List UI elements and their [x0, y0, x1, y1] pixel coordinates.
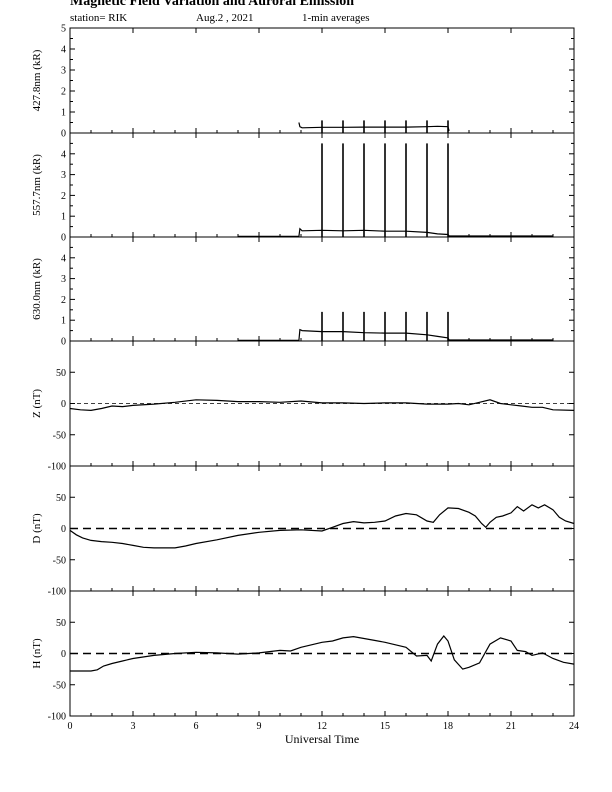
series-line-p4278: [298, 122, 450, 132]
panel-frame-p4278: [69, 27, 575, 134]
y-tick-label: 4: [61, 149, 66, 160]
y-tick-label: 2: [61, 191, 66, 202]
y-axis-label-p6300: 630.0nm (kR): [31, 258, 43, 320]
y-tick-label: 3: [61, 66, 66, 77]
x-tick-label: 9: [257, 721, 262, 732]
y-axis-label-pz: Z (nT): [31, 389, 43, 418]
chart-title: Magnetic Field Variation and Auroral Emi…: [70, 0, 355, 9]
x-tick-label: 3: [131, 721, 136, 732]
y-tick-label: 1: [61, 316, 66, 327]
x-tick-label: 6: [194, 721, 199, 732]
y-tick-label: -100: [48, 712, 66, 723]
y-tick-label: 4: [61, 253, 66, 264]
x-tick-label: 18: [443, 721, 453, 732]
y-tick-label: 0: [61, 233, 66, 244]
y-tick-label: 3: [61, 170, 66, 181]
y-tick-label: 2: [61, 87, 66, 98]
series-line-pd: [69, 504, 575, 549]
y-tick-label: 0: [61, 399, 66, 410]
y-tick-label: 0: [61, 649, 66, 660]
y-axis-label-ph: H (nT): [31, 638, 43, 669]
y-tick-label: 0: [61, 524, 66, 535]
y-tick-label: -50: [53, 680, 66, 691]
x-tick-label: 12: [317, 721, 327, 732]
y-tick-label: 1: [61, 212, 66, 223]
y-tick-label: 50: [56, 368, 66, 379]
averages-label: 1-min averages: [302, 12, 370, 24]
series-line-p6300: [238, 328, 553, 341]
x-tick-label: 21: [506, 721, 516, 732]
y-tick-label: 5: [61, 24, 66, 35]
date-label: Aug.2 , 2021: [196, 12, 254, 24]
x-tick-label: 0: [68, 721, 73, 732]
x-tick-label: 15: [380, 721, 390, 732]
y-tick-label: -50: [53, 555, 66, 566]
y-tick-label: 50: [56, 493, 66, 504]
y-tick-label: 1: [61, 108, 66, 119]
y-axis-label-p4278: 427.8nm (kR): [31, 49, 43, 111]
y-tick-label: 4: [61, 45, 66, 56]
y-axis-label-pd: D (nT): [31, 513, 43, 544]
y-tick-label: 0: [61, 337, 66, 348]
y-tick-label: -50: [53, 430, 66, 441]
y-tick-label: 50: [56, 618, 66, 629]
y-tick-label: -100: [48, 462, 66, 473]
y-axis-label-p5577: 557.7nm (kR): [31, 154, 43, 216]
y-tick-label: 0: [61, 129, 66, 140]
y-tick-label: 3: [61, 274, 66, 285]
y-tick-label: 2: [61, 295, 66, 306]
station-label: station= RIK: [70, 12, 128, 24]
x-tick-label: 24: [569, 721, 579, 732]
series-line-pz: [69, 399, 575, 412]
series-line-p5577: [238, 227, 553, 237]
x-axis-label: Universal Time: [285, 732, 359, 746]
y-tick-label: -100: [48, 587, 66, 598]
series-line-ph: [70, 635, 575, 672]
